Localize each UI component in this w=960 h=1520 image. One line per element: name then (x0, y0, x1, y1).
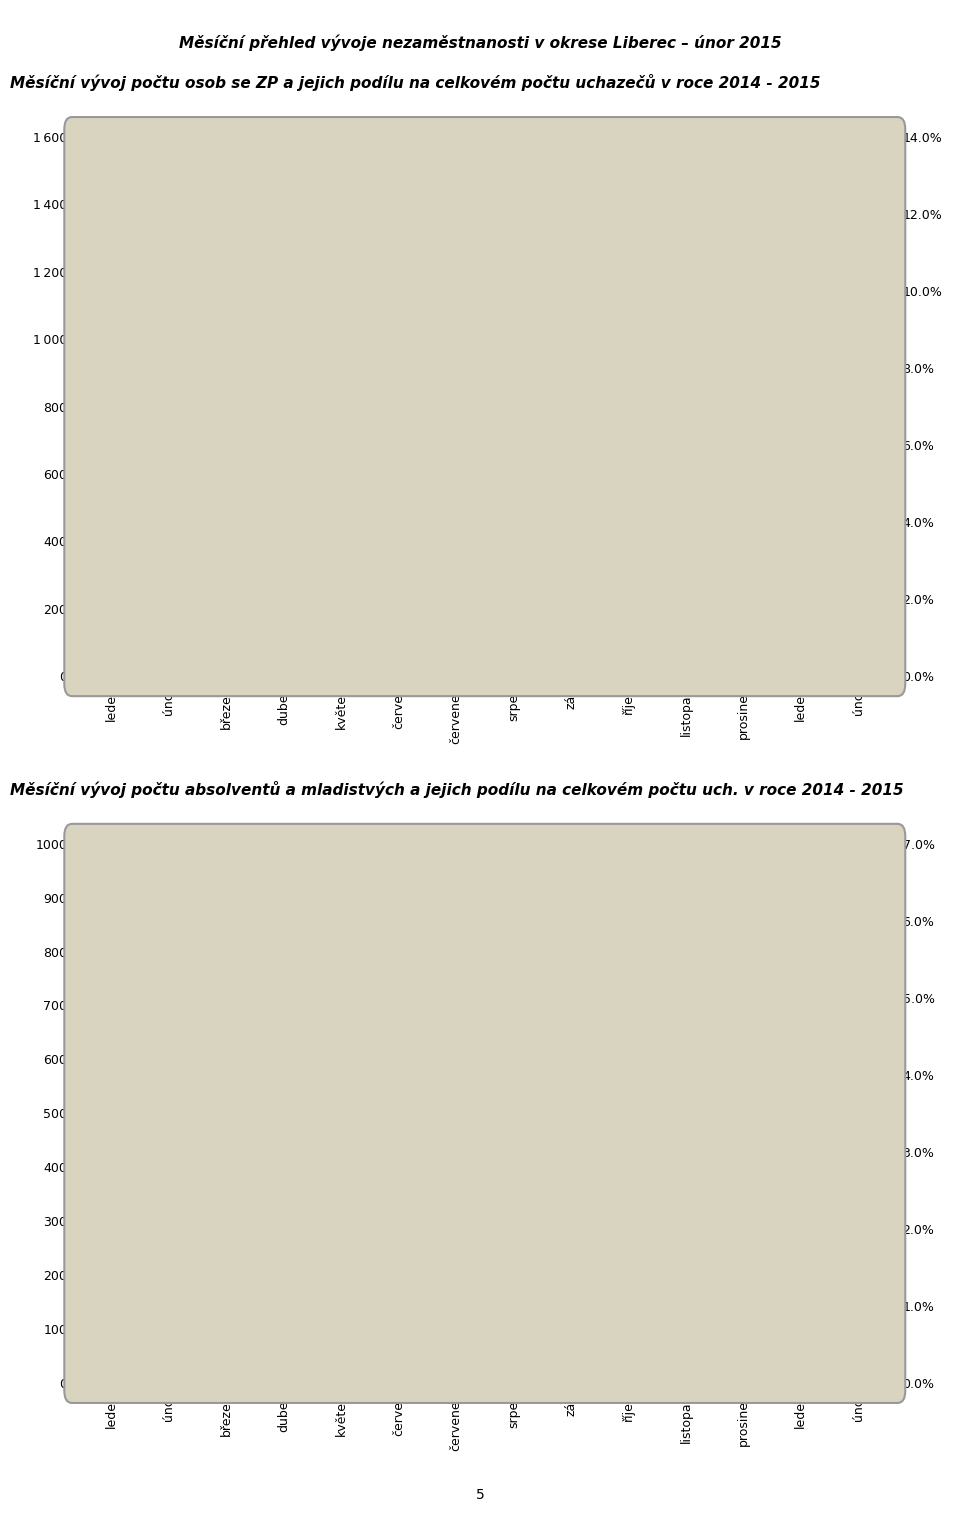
Text: 4,4%: 4,4% (791, 1005, 818, 1032)
Text: 443: 443 (732, 1131, 754, 1142)
Bar (725, 334, 762, 676)
Text: 10,0%: 10,0% (158, 251, 191, 283)
Text: 319: 319 (158, 1198, 180, 1208)
Text: 2015: 2015 (788, 850, 823, 863)
Text: Měsíční vývoj počtu osob se ZP a jejich podílu na celkovém počtu uchazečů v roce: Měsíční vývoj počtu osob se ZP a jejich … (10, 74, 820, 91)
Text: 4,0%: 4,0% (331, 1037, 358, 1064)
Text: 1001: 1001 (672, 325, 700, 336)
Legend: osoby se ZP, % osob se ZP: osoby se ZP, % osob se ZP (261, 906, 513, 929)
Bar (265, 1163, 302, 1383)
Text: 1032: 1032 (270, 315, 298, 325)
Bar (610, 1117, 647, 1383)
Bar (667, 1143, 705, 1383)
Text: 5: 5 (475, 1488, 485, 1502)
Text: 445: 445 (675, 1131, 697, 1140)
Text: 1013: 1013 (730, 321, 757, 331)
Text: 1008: 1008 (614, 324, 642, 333)
Text: 10,5%: 10,5% (561, 233, 593, 264)
Bar (610, 336, 647, 676)
Text: 1049: 1049 (442, 309, 470, 319)
Text: 1053: 1053 (155, 309, 182, 318)
Bar (438, 322, 475, 676)
Text: 4,0%: 4,0% (274, 1037, 300, 1064)
Text: 1025: 1025 (499, 318, 528, 327)
Text: 10,5%: 10,5% (791, 233, 823, 264)
Bar (323, 327, 360, 676)
Bar (207, 322, 245, 676)
Text: 4,6%: 4,6% (733, 990, 760, 1017)
Bar (92, 1160, 130, 1383)
Text: Měsíční přehled vývoje nezaměstnanosti v okrese Liberec – únor 2015: Měsíční přehled vývoje nezaměstnanosti v… (179, 35, 781, 52)
Text: 425: 425 (790, 1142, 811, 1151)
Text: 398: 398 (848, 1155, 869, 1166)
Text: 9,8%: 9,8% (102, 264, 129, 290)
Bar (840, 1169, 877, 1383)
Text: 10,4%: 10,4% (331, 236, 363, 268)
Text: 4,0%: 4,0% (102, 1037, 129, 1064)
Bar (494, 331, 532, 676)
Bar (150, 1211, 187, 1383)
Text: Měsíční vývoj počtu absolventů a mladistvých a jejich podílu na celkovém počtu u: Měsíční vývoj počtu absolventů a mladist… (10, 781, 903, 798)
Text: 10,0%: 10,0% (216, 251, 249, 283)
Text: 1024: 1024 (97, 318, 126, 328)
Text: 396: 396 (388, 1157, 409, 1167)
Text: 409: 409 (273, 1149, 295, 1160)
Text: 4,0%: 4,0% (389, 1037, 416, 1064)
Bar (323, 1167, 360, 1383)
Bar (150, 321, 187, 676)
Text: 4,1%: 4,1% (216, 1029, 243, 1055)
Bar (552, 1107, 589, 1383)
Text: 1018: 1018 (787, 319, 815, 330)
Bar (92, 331, 130, 676)
Text: 4,1%: 4,1% (446, 1029, 473, 1055)
Text: 10,6%: 10,6% (733, 228, 765, 260)
Bar (782, 333, 820, 676)
Bar (438, 1164, 475, 1383)
Bar (725, 1145, 762, 1383)
Text: 10,6%: 10,6% (389, 228, 420, 260)
Text: 1040: 1040 (385, 312, 413, 322)
Text: 405: 405 (503, 1152, 524, 1161)
Text: 10,6%: 10,6% (849, 228, 880, 260)
Bar (207, 1148, 245, 1383)
Text: 1023: 1023 (557, 318, 585, 328)
Text: 5,2%: 5,2% (618, 944, 645, 971)
Text: 10,1%: 10,1% (274, 248, 305, 280)
Text: 4,8%: 4,8% (676, 974, 703, 1002)
Bar (667, 339, 705, 676)
Bar (782, 1154, 820, 1383)
Text: 10,4%: 10,4% (504, 236, 536, 268)
Bar (380, 1169, 418, 1383)
Bar (840, 334, 877, 676)
Bar (265, 328, 302, 676)
Text: 4,1%: 4,1% (504, 1029, 531, 1055)
Text: 401: 401 (330, 1154, 351, 1164)
Text: 1051: 1051 (212, 309, 240, 319)
Text: 514: 514 (561, 1093, 582, 1104)
Text: 4,2%: 4,2% (849, 1021, 876, 1047)
Text: 10,8%: 10,8% (676, 220, 708, 252)
Text: 1014: 1014 (844, 321, 873, 331)
Bar (494, 1164, 532, 1383)
Text: 10,5%: 10,5% (446, 233, 478, 264)
Text: 1038: 1038 (327, 313, 355, 322)
Text: 436: 436 (216, 1135, 237, 1145)
Text: 414: 414 (101, 1148, 122, 1157)
Text: 10,7%: 10,7% (618, 225, 651, 257)
Bar (552, 331, 589, 676)
Text: 3,0%: 3,0% (158, 1114, 185, 1140)
Text: 407: 407 (445, 1151, 467, 1161)
Text: 5,3%: 5,3% (561, 936, 588, 964)
Bar (380, 325, 418, 676)
Text: 492: 492 (618, 1105, 639, 1116)
Text: 2014: 2014 (380, 850, 415, 863)
